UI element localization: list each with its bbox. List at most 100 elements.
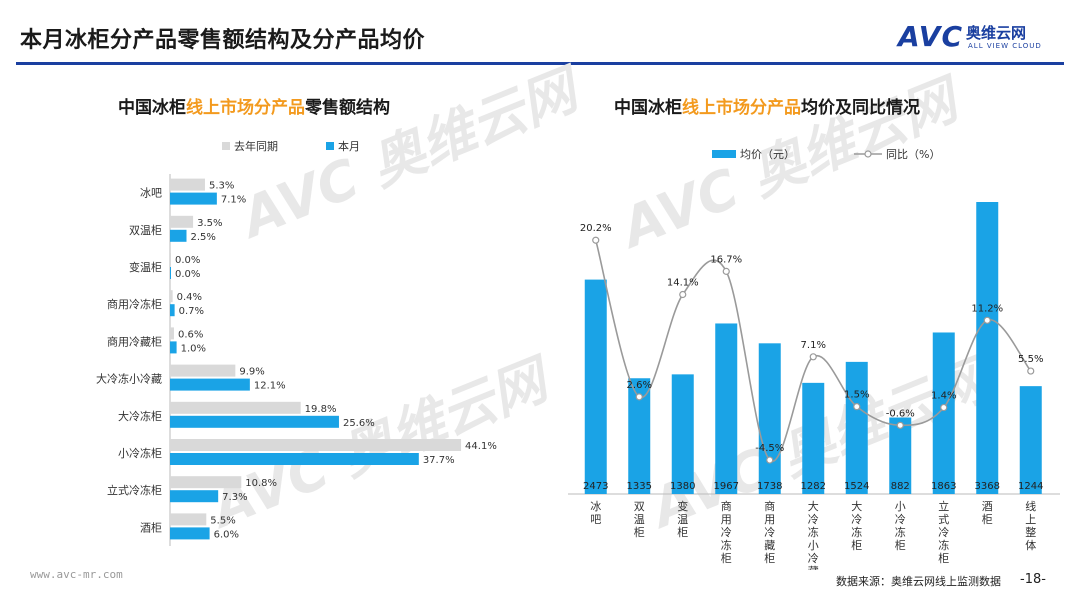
category-label: 商用冷冻柜 [107, 297, 162, 311]
bar-avg-price [976, 202, 999, 494]
bar-last-year [170, 178, 205, 191]
right-chart-title-part1: 中国冰柜 [614, 98, 682, 118]
category-label: 商用冷藏柜 [764, 499, 775, 565]
category-label: 商用冷藏柜 [107, 334, 162, 348]
right-chart-title-part3: 均价及同比情况 [801, 98, 920, 118]
data-label-this-month: 12.1% [254, 381, 286, 392]
data-label-this-month: 25.6% [343, 418, 375, 429]
category-label: 小冷冻柜 [895, 500, 906, 552]
category-label: 酒柜 [982, 500, 993, 526]
yoy-point [809, 353, 817, 361]
data-label-yoy: 20.2% [580, 223, 612, 234]
data-label-last-year: 9.9% [239, 367, 264, 378]
yoy-point [592, 236, 600, 244]
category-label: 大冷冻柜 [118, 409, 162, 423]
legend-label-avg-price: 均价（元） [740, 148, 795, 161]
logo-cn-text: 奥维云网 [966, 24, 1027, 42]
yoy-point [635, 393, 643, 401]
data-label-avg-price: 1863 [931, 481, 956, 492]
legend-marker-yoy [864, 150, 872, 158]
data-label-avg-price: 1282 [801, 481, 826, 492]
data-label-this-month: 0.7% [179, 306, 204, 317]
bar-last-year [170, 401, 301, 414]
yoy-point [983, 316, 991, 324]
data-label-yoy: 2.6% [627, 380, 652, 391]
data-label-this-month: 37.7% [423, 455, 455, 466]
data-label-this-month: 2.5% [191, 232, 216, 243]
data-label-avg-price: 1244 [1018, 481, 1043, 492]
data-label-avg-price: 1380 [670, 481, 695, 492]
category-label: 冰吧 [140, 187, 162, 200]
data-label-last-year: 3.5% [197, 218, 222, 229]
right-combo-chart: 均价（元） 同比（%） 2473 冰吧 1335 双温柜 1380 变温柜 1967 商用冷冻柜 1… [568, 148, 1060, 570]
legend-label-yoy: 同比（%） [886, 148, 940, 161]
right-chart-title-part2: 线上市场分产品 [682, 98, 801, 118]
bar-last-year [170, 364, 236, 377]
data-label-avg-price: 3368 [975, 481, 1000, 492]
bar-this-month [170, 192, 217, 205]
legend-label-this-month: 本月 [338, 139, 360, 153]
yoy-point [853, 403, 861, 411]
avc-logo: AVC 奥维云网 ALL VIEW CLOUD [898, 20, 1058, 56]
data-label-yoy: -4.5% [755, 443, 784, 454]
bar-last-year [170, 253, 171, 265]
category-label: 冰吧 [590, 500, 601, 526]
page-number: -18- [1020, 572, 1046, 587]
data-label-last-year: 19.8% [305, 404, 337, 415]
data-label-avg-price: 1738 [757, 481, 782, 492]
bar-this-month [170, 229, 187, 242]
footer-source: 数据来源：奥维云网线上监测数据 [836, 575, 1001, 588]
data-label-yoy: 14.1% [667, 278, 699, 289]
bar-this-month [170, 527, 210, 540]
bar-avg-price [758, 343, 781, 494]
data-label-this-month: 6.0% [214, 529, 239, 540]
logo-text: AVC [898, 20, 963, 53]
category-label: 大冷冻小冷藏 [96, 372, 162, 386]
category-label: 立式冷冻柜 [107, 483, 162, 497]
left-chart-title-part2: 线上市场分产品 [186, 98, 305, 118]
bar-avg-price [628, 378, 651, 494]
data-label-last-year: 5.5% [210, 515, 235, 526]
data-label-yoy: 1.4% [931, 391, 956, 402]
category-label: 立式冷冻柜 [938, 499, 949, 565]
data-label-avg-price: 1524 [844, 481, 869, 492]
data-label-this-month: 7.3% [222, 492, 247, 503]
data-label-last-year: 10.8% [245, 478, 277, 489]
data-label-avg-price: 1967 [714, 481, 739, 492]
category-label: 酒柜 [140, 521, 162, 534]
category-label: 商用冷冻柜 [721, 499, 732, 565]
category-label: 双温柜 [634, 500, 645, 539]
legend-swatch-this-month [326, 142, 334, 150]
data-label-avg-price: 1335 [627, 481, 652, 492]
data-label-last-year: 0.4% [177, 292, 202, 303]
logo-en-text: ALL VIEW CLOUD [968, 42, 1042, 50]
data-label-yoy: 7.1% [801, 340, 826, 351]
data-label-yoy: 1.5% [844, 390, 869, 401]
bar-this-month [170, 415, 339, 428]
data-label-this-month: 1.0% [181, 343, 206, 354]
data-label-yoy: 11.2% [971, 303, 1003, 314]
yoy-point [766, 456, 774, 464]
bar-last-year [170, 439, 462, 451]
bar-avg-price [845, 361, 868, 494]
data-label-this-month: 7.1% [221, 195, 246, 206]
bar-avg-price [889, 417, 912, 494]
bar-this-month [170, 267, 171, 279]
category-label: 双温柜 [129, 224, 162, 237]
category-label: 小冷冻柜 [118, 446, 162, 460]
yoy-point [940, 403, 948, 412]
left-chart-title-part3: 零售额结构 [305, 98, 390, 118]
data-label-yoy: 5.5% [1018, 354, 1043, 365]
left-chart-title-part1: 中国冰柜 [118, 98, 186, 118]
bar-last-year [170, 476, 242, 489]
bar-avg-price [1019, 386, 1042, 494]
data-label-last-year: 44.1% [465, 441, 497, 452]
data-label-avg-price: 2473 [583, 481, 608, 492]
bar-last-year [170, 290, 173, 303]
bar-avg-price [671, 374, 694, 494]
header-divider [16, 62, 1064, 65]
data-label-avg-price: 882 [891, 481, 910, 492]
data-label-last-year: 5.3% [209, 181, 234, 192]
data-label-this-month: 0.0% [175, 269, 200, 280]
bar-this-month [170, 378, 250, 391]
